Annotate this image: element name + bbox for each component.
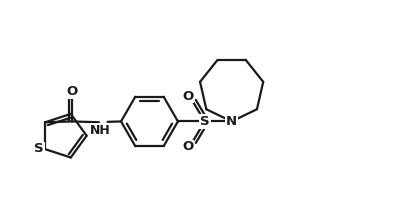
Text: O: O <box>66 85 78 98</box>
Text: O: O <box>182 90 194 103</box>
Text: O: O <box>182 140 194 153</box>
Text: S: S <box>200 115 210 128</box>
Text: S: S <box>34 142 44 155</box>
Text: NH: NH <box>90 124 111 137</box>
Text: N: N <box>226 115 237 128</box>
